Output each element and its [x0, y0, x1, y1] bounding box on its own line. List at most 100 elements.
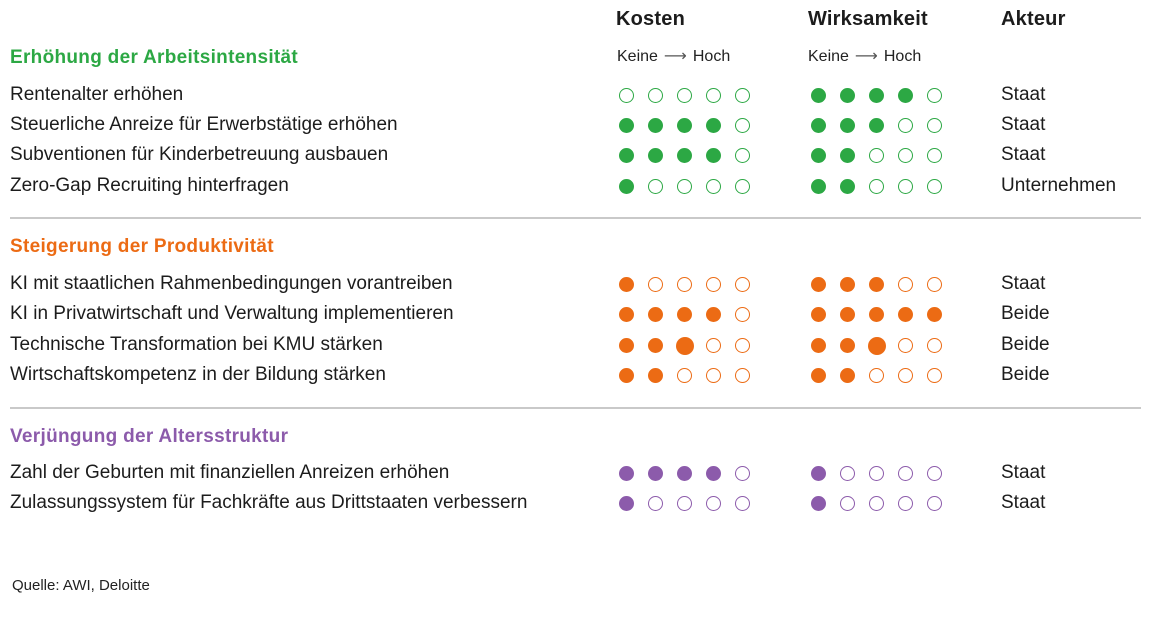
empty-dot-icon: [869, 368, 884, 383]
row-label: Zulassungssystem für Fachkräfte aus Drit…: [10, 492, 528, 513]
empty-dot-icon: [927, 148, 942, 163]
filled-dot-icon: [648, 338, 663, 353]
filled-dot-icon: [619, 496, 634, 511]
empty-dot-icon: [706, 88, 721, 103]
section-divider: [10, 217, 1141, 219]
wirksamkeit-scale-legend: Keine ⟶ Hoch: [808, 46, 921, 66]
empty-dot-icon: [735, 496, 750, 511]
scale-high-label: Hoch: [692, 48, 731, 65]
empty-dot-icon: [927, 277, 942, 292]
column-header-wirksamkeit: Wirksamkeit: [808, 8, 928, 30]
source-note: Quelle: AWI, Deloitte: [12, 577, 150, 594]
wirksamkeit-rating: [811, 88, 942, 103]
filled-dot-icon: [867, 336, 886, 355]
filled-dot-icon: [869, 277, 884, 292]
akteur-value: Staat: [1001, 144, 1046, 165]
filled-dot-icon: [811, 307, 826, 322]
filled-dot-icon: [840, 338, 855, 353]
filled-dot-icon: [811, 496, 826, 511]
filled-dot-icon: [811, 88, 826, 103]
filled-dot-icon: [706, 148, 721, 163]
empty-dot-icon: [735, 338, 750, 353]
kosten-rating: [619, 368, 750, 383]
akteur-value: Staat: [1001, 273, 1046, 294]
filled-dot-icon: [648, 307, 663, 322]
filled-dot-icon: [811, 118, 826, 133]
arrow-right-icon: ⟶: [663, 48, 687, 65]
empty-dot-icon: [840, 466, 855, 481]
empty-dot-icon: [735, 368, 750, 383]
akteur-value: Beide: [1001, 334, 1050, 355]
row-label: KI mit staatlichen Rahmenbedingungen vor…: [10, 273, 453, 294]
empty-dot-icon: [898, 466, 913, 481]
empty-dot-icon: [735, 118, 750, 133]
kosten-rating: [619, 336, 750, 355]
akteur-value: Beide: [1001, 364, 1050, 385]
akteur-value: Staat: [1001, 492, 1046, 513]
empty-dot-icon: [677, 368, 692, 383]
empty-dot-icon: [898, 368, 913, 383]
filled-dot-icon: [648, 118, 663, 133]
filled-dot-icon: [811, 466, 826, 481]
row-label: Subventionen für Kinderbetreuung ausbaue…: [10, 144, 389, 165]
empty-dot-icon: [869, 148, 884, 163]
akteur-value: Unternehmen: [1001, 175, 1117, 196]
empty-dot-icon: [677, 496, 692, 511]
kosten-rating: [619, 466, 750, 481]
filled-dot-icon: [648, 368, 663, 383]
row-label: Zero-Gap Recruiting hinterfragen: [10, 175, 289, 196]
row-label: KI in Privatwirtschaft und Verwaltung im…: [10, 303, 454, 324]
section-title-produktivitaet: Steigerung der Produktivität: [10, 236, 274, 257]
wirksamkeit-rating: [811, 496, 942, 511]
kosten-rating: [619, 277, 750, 292]
filled-dot-icon: [677, 466, 692, 481]
row-label: Steuerliche Anreize für Erwerbstätige er…: [10, 114, 398, 135]
akteur-value: Staat: [1001, 462, 1046, 483]
column-header-akteur: Akteur: [1001, 8, 1066, 30]
filled-dot-icon: [706, 118, 721, 133]
empty-dot-icon: [735, 307, 750, 322]
empty-dot-icon: [677, 88, 692, 103]
empty-dot-icon: [648, 88, 663, 103]
wirksamkeit-rating: [811, 307, 942, 322]
filled-dot-icon: [869, 307, 884, 322]
empty-dot-icon: [648, 277, 663, 292]
filled-dot-icon: [619, 466, 634, 481]
filled-dot-icon: [675, 336, 694, 355]
empty-dot-icon: [735, 148, 750, 163]
empty-dot-icon: [898, 148, 913, 163]
empty-dot-icon: [898, 338, 913, 353]
kosten-rating: [619, 118, 750, 133]
empty-dot-icon: [927, 118, 942, 133]
filled-dot-icon: [840, 368, 855, 383]
empty-dot-icon: [706, 179, 721, 194]
empty-dot-icon: [648, 179, 663, 194]
empty-dot-icon: [677, 277, 692, 292]
filled-dot-icon: [811, 148, 826, 163]
empty-dot-icon: [735, 277, 750, 292]
empty-dot-icon: [927, 88, 942, 103]
scale-low-label: Keine: [617, 48, 658, 65]
empty-dot-icon: [619, 88, 634, 103]
filled-dot-icon: [619, 179, 634, 194]
empty-dot-icon: [677, 179, 692, 194]
column-header-kosten: Kosten: [616, 8, 685, 30]
filled-dot-icon: [619, 118, 634, 133]
empty-dot-icon: [869, 496, 884, 511]
filled-dot-icon: [706, 466, 721, 481]
scale-low-label: Keine: [808, 48, 849, 65]
row-label: Technische Transformation bei KMU stärke…: [10, 334, 383, 355]
kosten-rating: [619, 496, 750, 511]
row-label: Rentenalter erhöhen: [10, 84, 184, 105]
filled-dot-icon: [811, 338, 826, 353]
empty-dot-icon: [869, 179, 884, 194]
filled-dot-icon: [677, 118, 692, 133]
empty-dot-icon: [735, 466, 750, 481]
akteur-value: Staat: [1001, 114, 1046, 135]
empty-dot-icon: [898, 179, 913, 194]
empty-dot-icon: [927, 179, 942, 194]
empty-dot-icon: [898, 496, 913, 511]
scale-high-label: Hoch: [883, 48, 922, 65]
wirksamkeit-rating: [811, 466, 942, 481]
kosten-rating: [619, 148, 750, 163]
